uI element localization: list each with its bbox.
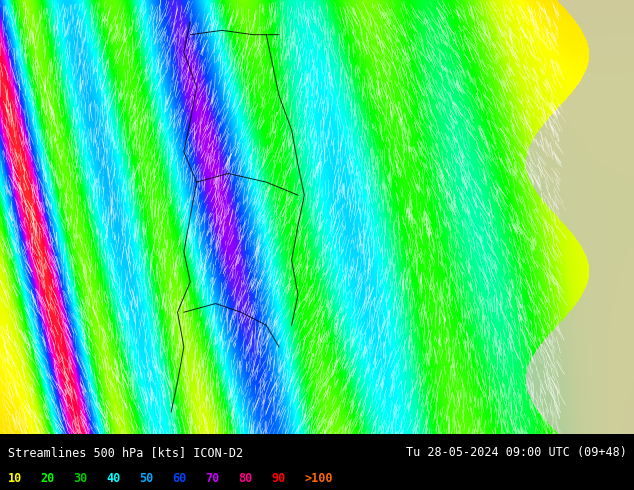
Text: >100: >100 [304,472,333,486]
Text: 80: 80 [238,472,252,486]
Text: 90: 90 [271,472,285,486]
Text: 70: 70 [205,472,219,486]
Text: Tu 28-05-2024 09:00 UTC (09+48): Tu 28-05-2024 09:00 UTC (09+48) [406,446,626,459]
Text: 20: 20 [41,472,55,486]
Text: 60: 60 [172,472,186,486]
Text: 40: 40 [107,472,120,486]
Text: 30: 30 [74,472,87,486]
Text: Streamlines 500 hPa [kts] ICON-D2: Streamlines 500 hPa [kts] ICON-D2 [8,446,243,459]
Text: 50: 50 [139,472,153,486]
Text: 10: 10 [8,472,22,486]
